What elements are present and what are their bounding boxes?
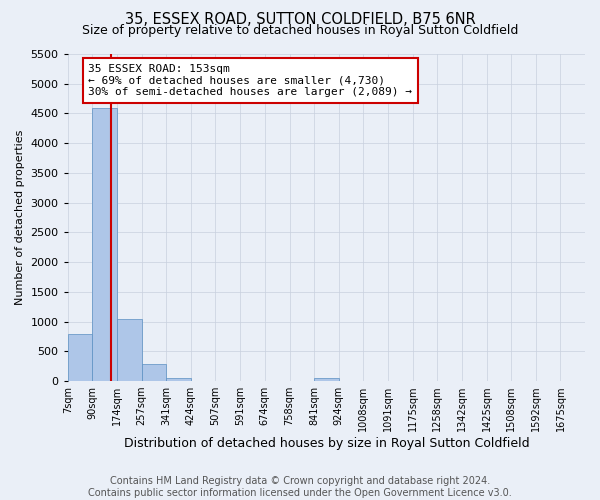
Text: Size of property relative to detached houses in Royal Sutton Coldfield: Size of property relative to detached ho… [82, 24, 518, 37]
Bar [92, 108, 117, 381]
Text: Contains HM Land Registry data © Crown copyright and database right 2024.
Contai: Contains HM Land Registry data © Crown c… [88, 476, 512, 498]
Y-axis label: Number of detached properties: Number of detached properties [15, 130, 25, 305]
Bar [117, 318, 142, 381]
Bar [314, 378, 338, 381]
X-axis label: Distribution of detached houses by size in Royal Sutton Coldfield: Distribution of detached houses by size … [124, 437, 529, 450]
Bar [166, 378, 191, 381]
Text: 35, ESSEX ROAD, SUTTON COLDFIELD, B75 6NR: 35, ESSEX ROAD, SUTTON COLDFIELD, B75 6N… [125, 12, 475, 28]
Bar [68, 334, 92, 381]
Bar [142, 364, 166, 381]
Text: 35 ESSEX ROAD: 153sqm
← 69% of detached houses are smaller (4,730)
30% of semi-d: 35 ESSEX ROAD: 153sqm ← 69% of detached … [88, 64, 412, 97]
